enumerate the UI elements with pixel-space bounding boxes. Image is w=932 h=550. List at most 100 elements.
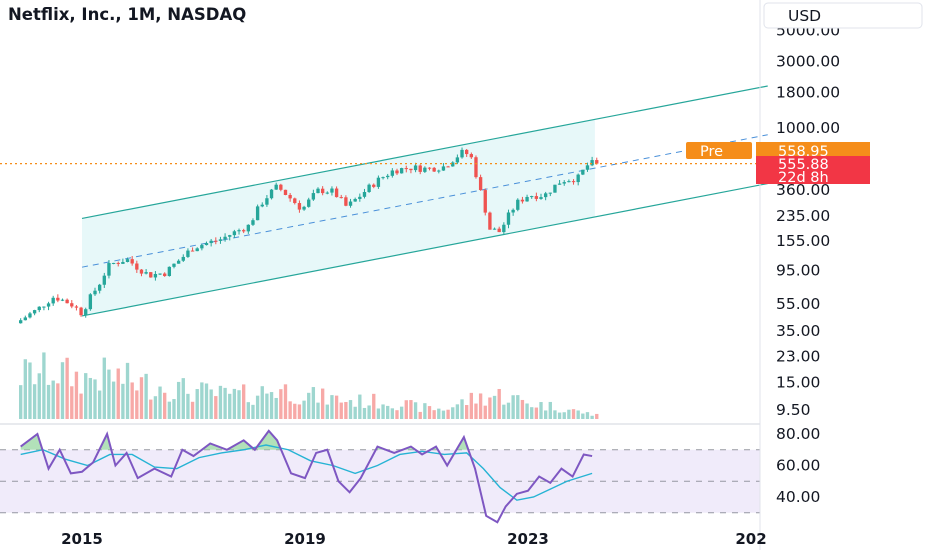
rsi-axis[interactable]: 80.00 60.00 40.00: [776, 425, 820, 506]
candle-body[interactable]: [28, 313, 32, 318]
candle-body[interactable]: [404, 168, 408, 170]
candle-body[interactable]: [60, 299, 65, 301]
candle-body[interactable]: [246, 224, 250, 232]
candle-body[interactable]: [107, 263, 111, 276]
candle-body[interactable]: [399, 168, 404, 174]
candle-body[interactable]: [153, 273, 158, 278]
candle-body[interactable]: [390, 170, 395, 176]
candle-body[interactable]: [367, 184, 371, 192]
candle-body[interactable]: [149, 272, 153, 278]
candle-body[interactable]: [200, 245, 204, 249]
candle-body[interactable]: [492, 228, 497, 230]
candle-body[interactable]: [339, 197, 343, 199]
candle-body[interactable]: [423, 167, 427, 172]
candle-body[interactable]: [232, 231, 237, 236]
candle-body[interactable]: [302, 206, 306, 210]
candle-body[interactable]: [562, 182, 566, 184]
candle-body[interactable]: [427, 167, 432, 169]
currency-button[interactable]: [763, 2, 923, 29]
candle-body[interactable]: [242, 230, 246, 232]
candle-body[interactable]: [502, 224, 506, 233]
candle-body[interactable]: [557, 183, 562, 185]
candle-body[interactable]: [111, 262, 116, 264]
candle-body[interactable]: [297, 203, 302, 210]
candle-body[interactable]: [311, 193, 316, 200]
candle-body[interactable]: [32, 310, 37, 314]
candle-body[interactable]: [497, 228, 501, 233]
candle-body[interactable]: [446, 166, 450, 168]
candle-body[interactable]: [455, 157, 460, 163]
candle-body[interactable]: [372, 184, 376, 187]
candle-body[interactable]: [534, 196, 539, 199]
candle-body[interactable]: [186, 250, 190, 257]
channel-lower-line[interactable]: [81, 182, 768, 317]
candle-body[interactable]: [571, 181, 576, 183]
candle-body[interactable]: [269, 189, 274, 199]
candle-body[interactable]: [70, 303, 74, 307]
price-axis[interactable]: 5000.003000.001800.001000.00360.00235.00…: [776, 21, 840, 419]
candle-body[interactable]: [93, 290, 97, 295]
candle-body[interactable]: [548, 192, 552, 194]
channel-upper-line[interactable]: [81, 85, 768, 220]
candle-body[interactable]: [23, 317, 27, 321]
candle-body[interactable]: [251, 220, 255, 225]
candle-body[interactable]: [176, 260, 181, 264]
candle-body[interactable]: [413, 165, 418, 171]
rsi-ma-line[interactable]: [20, 444, 593, 501]
candle-body[interactable]: [348, 201, 353, 206]
candle-body[interactable]: [506, 212, 511, 225]
candle-body[interactable]: [451, 162, 455, 167]
candle-body[interactable]: [274, 184, 278, 190]
candle-body[interactable]: [418, 165, 422, 172]
candle-body[interactable]: [209, 240, 213, 244]
candle-body[interactable]: [265, 198, 269, 205]
candle-body[interactable]: [255, 206, 260, 221]
candle-body[interactable]: [441, 166, 446, 171]
candle-body[interactable]: [204, 243, 209, 246]
candle-body[interactable]: [84, 309, 88, 316]
candle-body[interactable]: [460, 149, 464, 158]
candle-body[interactable]: [158, 273, 162, 275]
candle-body[interactable]: [567, 181, 571, 183]
candle-body[interactable]: [97, 284, 102, 291]
candle-body[interactable]: [581, 169, 585, 175]
candle-body[interactable]: [576, 174, 580, 183]
candle-body[interactable]: [553, 184, 557, 193]
candle-body[interactable]: [46, 303, 51, 307]
candle-body[interactable]: [37, 306, 41, 311]
candle-body[interactable]: [307, 199, 311, 207]
candle-body[interactable]: [520, 199, 525, 202]
candle-body[interactable]: [516, 199, 520, 210]
candle-body[interactable]: [483, 190, 487, 213]
candle-body[interactable]: [42, 306, 46, 308]
candle-body[interactable]: [353, 198, 357, 202]
candle-body[interactable]: [590, 160, 594, 166]
candle-body[interactable]: [228, 235, 232, 237]
candle-body[interactable]: [320, 188, 325, 194]
candle-body[interactable]: [316, 188, 320, 194]
candle-body[interactable]: [144, 272, 148, 274]
candle-body[interactable]: [488, 212, 492, 230]
candle-body[interactable]: [465, 149, 469, 155]
candle-body[interactable]: [223, 236, 227, 240]
candle-body[interactable]: [376, 177, 381, 187]
candle-body[interactable]: [121, 261, 125, 264]
candle-body[interactable]: [539, 197, 543, 199]
candle-body[interactable]: [214, 240, 218, 242]
candle-body[interactable]: [218, 239, 223, 241]
candle-body[interactable]: [395, 170, 399, 174]
candle-body[interactable]: [432, 167, 436, 172]
candle-body[interactable]: [386, 175, 390, 178]
candle-body[interactable]: [130, 259, 134, 264]
candle-body[interactable]: [283, 189, 288, 195]
candle-body[interactable]: [358, 196, 362, 199]
candle-body[interactable]: [56, 297, 60, 301]
candle-body[interactable]: [237, 230, 241, 232]
time-axis[interactable]: 2015 2019 2023 202: [61, 530, 767, 548]
candle-body[interactable]: [585, 165, 590, 170]
candle-body[interactable]: [190, 250, 195, 252]
candle-body[interactable]: [474, 157, 478, 178]
rsi-pane[interactable]: [0, 429, 760, 524]
candle-body[interactable]: [167, 266, 172, 277]
candle-body[interactable]: [125, 259, 130, 262]
